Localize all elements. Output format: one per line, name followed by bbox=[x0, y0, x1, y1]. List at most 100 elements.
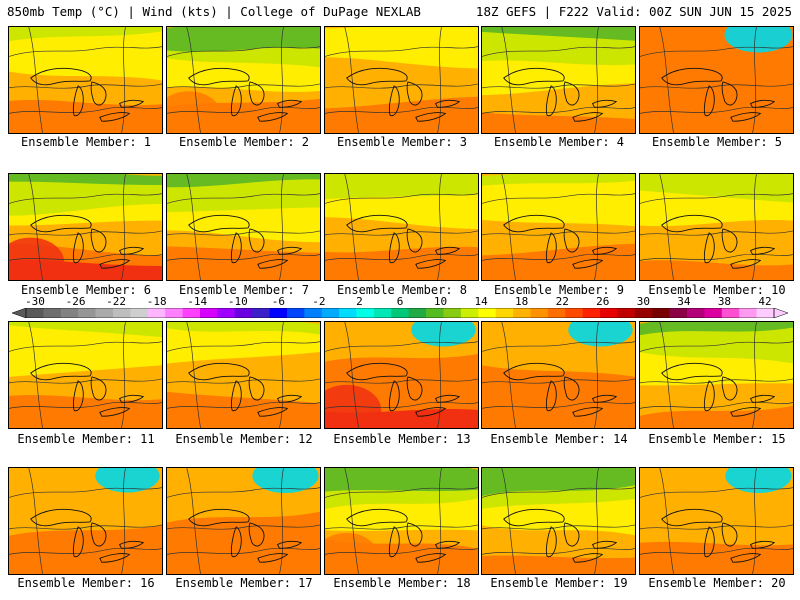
height-contour bbox=[9, 106, 162, 114]
height-contour bbox=[659, 468, 674, 574]
height-contour bbox=[167, 230, 320, 236]
colorbar-tick-label: 10 bbox=[433, 295, 448, 308]
ensemble-member-label: Ensemble Member: 14 bbox=[490, 432, 628, 446]
colorbar-tick-label: -14 bbox=[187, 295, 208, 308]
lake-outline bbox=[72, 232, 84, 264]
lake-outline bbox=[415, 553, 447, 563]
colorbar-segment bbox=[600, 308, 618, 318]
height-contour bbox=[501, 468, 516, 574]
colorbar-right-arrow bbox=[773, 308, 788, 318]
height-contour bbox=[640, 487, 793, 498]
ensemble-member-panel bbox=[481, 467, 636, 575]
height-contour bbox=[9, 487, 162, 498]
colorbar-segment bbox=[95, 308, 114, 318]
temperature-field-map bbox=[325, 322, 478, 428]
colorbar-segment bbox=[252, 308, 270, 318]
height-contour bbox=[640, 193, 793, 204]
colorbar-segment bbox=[304, 308, 323, 318]
temperature-field-map bbox=[167, 174, 320, 280]
lake-outline bbox=[563, 81, 580, 106]
height-contour bbox=[640, 341, 793, 352]
cool-core bbox=[725, 468, 792, 494]
temperature-field-map bbox=[640, 174, 793, 280]
colorbar-segment bbox=[565, 308, 583, 318]
height-contour bbox=[28, 322, 43, 428]
ensemble-member-label: Ensemble Member: 5 bbox=[651, 135, 783, 149]
colorbar-segment bbox=[356, 308, 375, 318]
ensemble-member-label: Ensemble Member: 7 bbox=[178, 283, 310, 297]
lake-outline bbox=[248, 376, 265, 401]
warm-core bbox=[325, 532, 379, 574]
temperature-field-map bbox=[9, 468, 162, 574]
lake-outline bbox=[545, 526, 557, 558]
height-contour bbox=[482, 46, 635, 57]
colorbar-segment bbox=[530, 308, 549, 318]
cool-core bbox=[411, 322, 476, 347]
lake-outline bbox=[90, 376, 107, 401]
height-contour bbox=[121, 322, 126, 428]
height-contour bbox=[28, 468, 43, 574]
colorbar-segment bbox=[78, 308, 96, 318]
lake-outline bbox=[545, 85, 557, 117]
model-run-info: 18Z GEFS | F222 Valid: 00Z SUN JUN 15 20… bbox=[475, 4, 792, 19]
cool-core bbox=[724, 27, 793, 53]
lake-outline bbox=[118, 99, 145, 108]
lake-outline bbox=[30, 214, 92, 233]
colorbar-segment bbox=[669, 308, 688, 318]
lake-outline bbox=[703, 380, 715, 412]
colorbar-segment bbox=[339, 308, 357, 318]
height-contour bbox=[482, 253, 635, 261]
temperature-band bbox=[9, 405, 162, 428]
lake-outline bbox=[703, 526, 715, 558]
colorbar-segment bbox=[443, 308, 462, 318]
height-contour bbox=[344, 322, 359, 428]
colorbar-segment bbox=[634, 308, 653, 318]
lake-outline bbox=[90, 81, 107, 106]
lake-outline bbox=[406, 522, 423, 547]
ensemble-member-panel bbox=[166, 467, 321, 575]
lake-outline bbox=[434, 246, 461, 255]
colorbar-segment bbox=[373, 308, 392, 318]
colorbar-segment bbox=[721, 308, 740, 318]
height-contour bbox=[279, 468, 284, 574]
height-contour bbox=[344, 27, 359, 133]
height-contour bbox=[9, 83, 162, 89]
lake-outline bbox=[415, 112, 447, 122]
lake-outline bbox=[572, 553, 604, 563]
lake-outline bbox=[406, 376, 423, 401]
ensemble-member-panel bbox=[8, 467, 163, 575]
height-contour bbox=[640, 401, 793, 409]
colorbar-segment bbox=[269, 308, 288, 318]
temperature-field-map bbox=[482, 322, 635, 428]
warm-core bbox=[167, 91, 222, 133]
height-contour bbox=[167, 253, 320, 261]
ensemble-member-label: Ensemble Member: 15 bbox=[648, 432, 786, 446]
height-contour bbox=[9, 46, 162, 57]
lake-outline bbox=[72, 85, 84, 117]
height-contour bbox=[482, 106, 635, 114]
ensemble-member-label: Ensemble Member: 8 bbox=[336, 283, 468, 297]
ensemble-member-panel bbox=[324, 173, 479, 281]
height-contour bbox=[640, 46, 793, 57]
lake-outline bbox=[406, 228, 423, 253]
lake-outline bbox=[72, 526, 84, 558]
colorbar-segment bbox=[513, 308, 531, 318]
height-contour bbox=[752, 322, 757, 428]
temperature-field-map bbox=[325, 27, 478, 133]
ensemble-member-panel bbox=[481, 26, 636, 134]
height-contour bbox=[640, 83, 793, 89]
lake-outline bbox=[434, 540, 461, 549]
lake-outline bbox=[415, 407, 447, 417]
lake-outline bbox=[388, 526, 400, 558]
height-contour bbox=[167, 341, 320, 352]
colorbar-segment bbox=[652, 308, 670, 318]
lake-outline bbox=[248, 522, 265, 547]
height-contour bbox=[482, 193, 635, 204]
lake-outline bbox=[346, 362, 408, 381]
colorbar-segment bbox=[460, 308, 479, 318]
height-contour bbox=[121, 174, 126, 280]
height-contour bbox=[121, 468, 126, 574]
lake-outline bbox=[591, 99, 618, 108]
height-contour bbox=[167, 46, 320, 57]
cool-core bbox=[568, 322, 633, 347]
